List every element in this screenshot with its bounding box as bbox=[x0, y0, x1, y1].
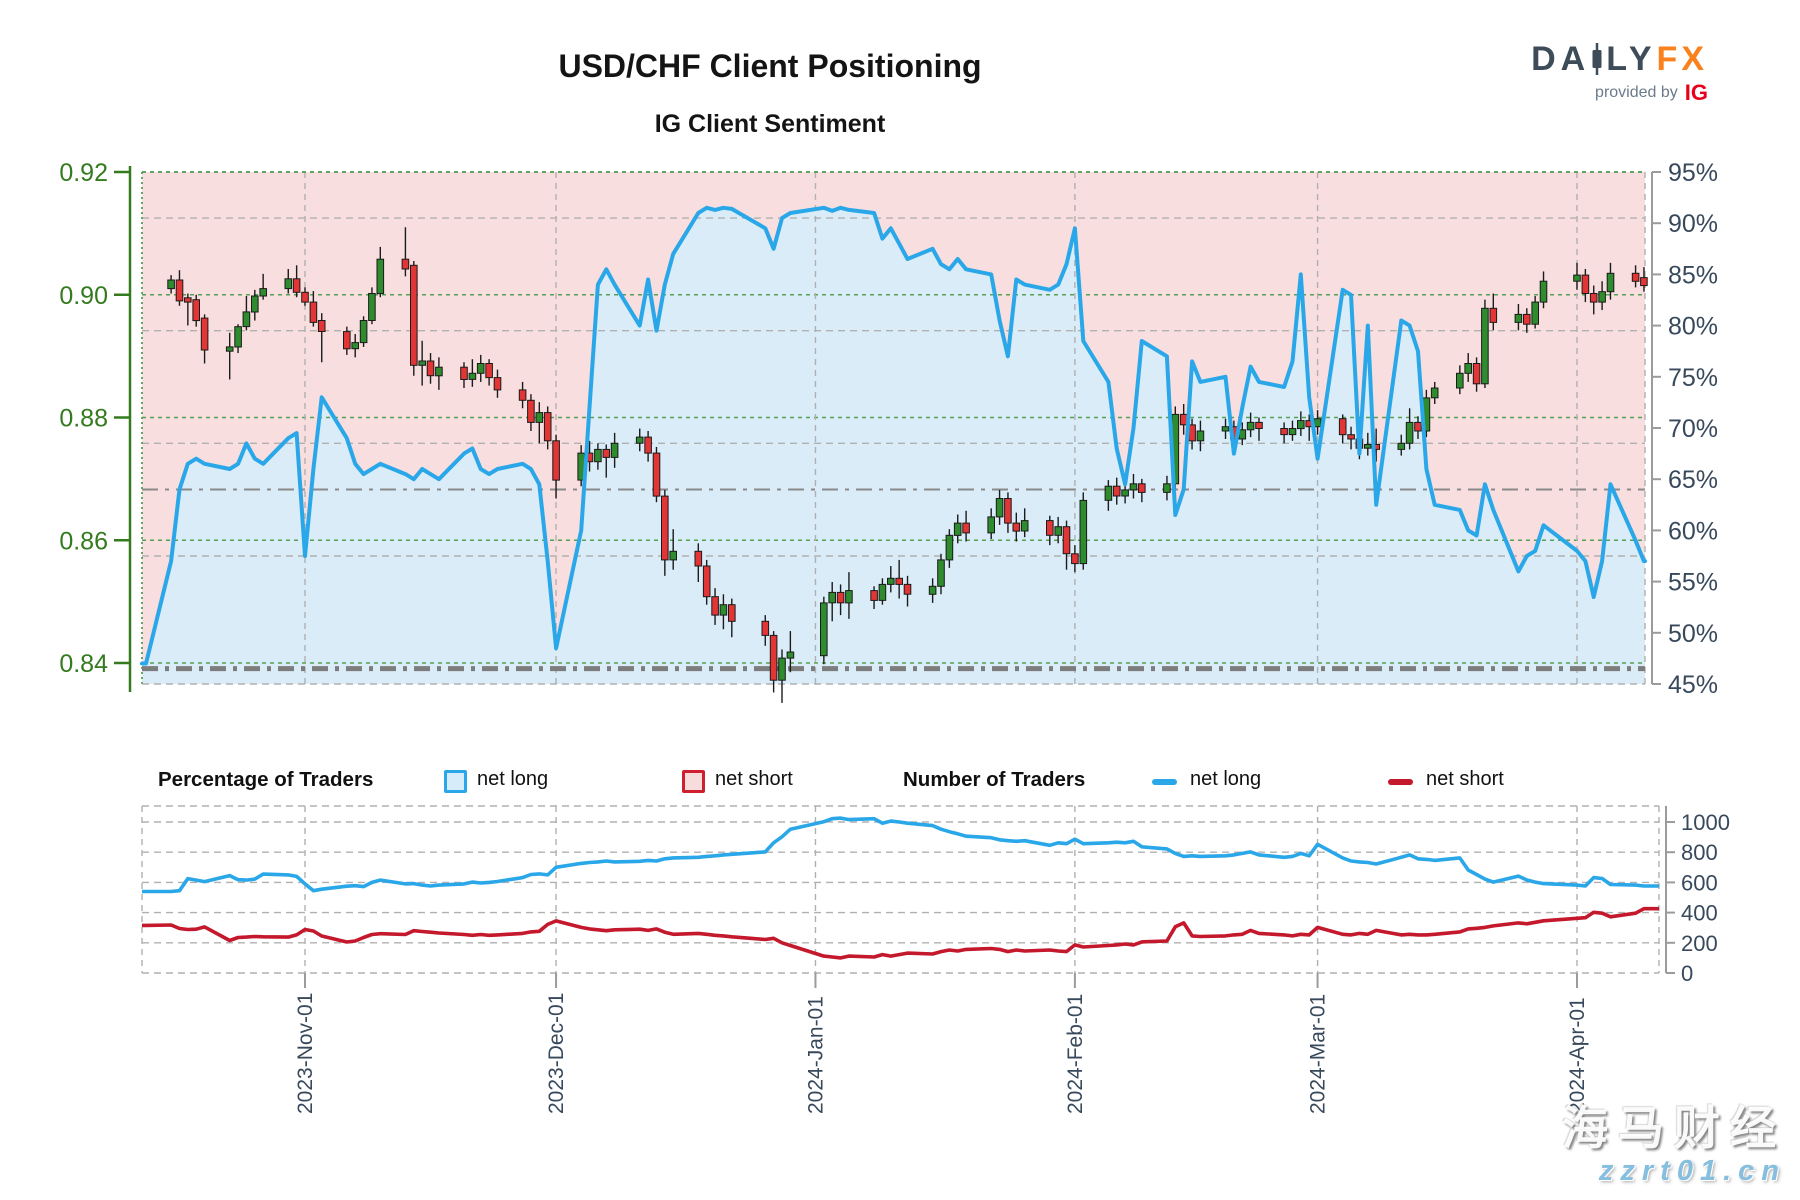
legend-net-long-swatch bbox=[444, 770, 467, 793]
watermark-url: zzrt01.cn bbox=[1598, 1154, 1786, 1187]
svg-text:45%: 45% bbox=[1668, 671, 1718, 699]
legend-net-short-label: net short bbox=[715, 768, 793, 790]
svg-text:85%: 85% bbox=[1668, 261, 1718, 289]
logo-text-da: DA bbox=[1531, 40, 1591, 78]
svg-text:50%: 50% bbox=[1668, 620, 1718, 648]
svg-text:60%: 60% bbox=[1668, 517, 1718, 545]
legend-line-long-swatch bbox=[1152, 779, 1177, 785]
svg-text:0.90: 0.90 bbox=[59, 282, 108, 310]
legend-line-long-label: net long bbox=[1190, 768, 1262, 790]
svg-text:2023-Nov-01: 2023-Nov-01 bbox=[294, 993, 317, 1114]
svg-text:2024-Apr-01: 2024-Apr-01 bbox=[1566, 997, 1589, 1114]
chart-subtitle: IG Client Sentiment bbox=[654, 110, 886, 138]
dailyfx-logo: DA LY FX provided by IG bbox=[1531, 42, 1708, 104]
candlestick-i-icon bbox=[1592, 43, 1602, 75]
svg-text:1000: 1000 bbox=[1681, 810, 1730, 835]
legend-pct-header: Percentage of Traders bbox=[158, 768, 374, 791]
svg-text:600: 600 bbox=[1681, 870, 1718, 895]
legend-line-short-label: net short bbox=[1426, 768, 1504, 790]
legend-num-header: Number of Traders bbox=[903, 768, 1086, 791]
provided-by-label: provided by bbox=[1595, 84, 1678, 101]
logo-text-fx: FX bbox=[1656, 40, 1708, 78]
svg-text:200: 200 bbox=[1681, 931, 1718, 956]
page-title: USD/CHF Client Positioning bbox=[558, 48, 982, 84]
svg-text:2024-Jan-01: 2024-Jan-01 bbox=[804, 996, 827, 1114]
svg-text:55%: 55% bbox=[1668, 569, 1718, 597]
svg-text:0.88: 0.88 bbox=[59, 405, 108, 433]
logo-text-ly: LY bbox=[1606, 40, 1657, 78]
ig-logo: IG bbox=[1684, 80, 1708, 105]
svg-text:0.92: 0.92 bbox=[59, 159, 108, 187]
svg-text:2023-Dec-01: 2023-Dec-01 bbox=[545, 993, 568, 1114]
legend-line-short-swatch bbox=[1388, 779, 1413, 785]
svg-text:75%: 75% bbox=[1668, 364, 1718, 392]
svg-text:0.86: 0.86 bbox=[59, 527, 108, 555]
svg-text:80%: 80% bbox=[1668, 313, 1718, 341]
svg-text:95%: 95% bbox=[1668, 159, 1718, 187]
svg-text:0.84: 0.84 bbox=[59, 650, 108, 678]
legend-net-short-swatch bbox=[682, 770, 705, 793]
svg-text:0: 0 bbox=[1681, 961, 1693, 986]
watermark-brand: 海马财经 bbox=[1562, 1101, 1786, 1154]
svg-text:2024-Mar-01: 2024-Mar-01 bbox=[1307, 994, 1330, 1114]
svg-text:2024-Feb-01: 2024-Feb-01 bbox=[1064, 994, 1087, 1114]
svg-text:400: 400 bbox=[1681, 901, 1718, 926]
legend-net-long-label: net long bbox=[477, 768, 549, 790]
watermark: 海马财经 zzrt01.cn bbox=[1562, 1102, 1786, 1188]
svg-text:65%: 65% bbox=[1668, 466, 1718, 494]
svg-text:70%: 70% bbox=[1668, 415, 1718, 443]
svg-text:90%: 90% bbox=[1668, 210, 1718, 238]
svg-text:800: 800 bbox=[1681, 840, 1718, 865]
